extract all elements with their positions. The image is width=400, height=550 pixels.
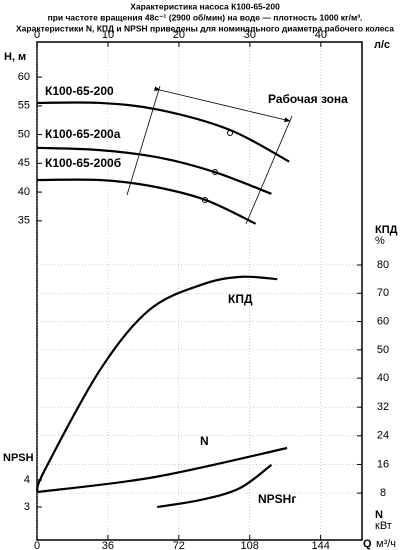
- x2-tick-label: 0: [34, 29, 40, 41]
- x2-tick-label: 30: [244, 29, 256, 41]
- x-axis-unit: м³/ч: [376, 538, 396, 550]
- curve-label: N: [200, 434, 209, 448]
- y-tick-label: 24: [377, 430, 389, 442]
- y-tick-label: 60: [377, 315, 389, 327]
- curve: [36, 178, 257, 225]
- curve-label: К100-65-200: [45, 84, 114, 98]
- y-axis-unit: %: [375, 235, 385, 247]
- y-tick-label: 8: [380, 487, 386, 499]
- work-zone-right: [245, 115, 293, 225]
- y-tick-label: 70: [377, 287, 389, 299]
- y-tick-label: 16: [377, 458, 389, 470]
- work-zone-arrow: [153, 86, 291, 123]
- curve: [36, 101, 290, 163]
- curve-label: К100-65-200б: [45, 156, 121, 170]
- y-axis-label: NPSH: [3, 452, 34, 464]
- y-tick-label: 50: [18, 128, 30, 140]
- x-axis-label: Q: [363, 538, 372, 550]
- x2-tick-label: 20: [173, 29, 185, 41]
- y-tick-label: 40: [377, 372, 389, 384]
- work-zone-left: [126, 85, 161, 196]
- x2-tick-label: 10: [102, 29, 114, 41]
- curve: [35, 275, 278, 492]
- x-tick-label: 0: [34, 540, 40, 550]
- y-axis-label: КПД: [375, 224, 398, 236]
- work-zone-label: Рабочая зона: [268, 92, 348, 106]
- x2-axis-label: л/с: [374, 39, 390, 51]
- y-axis-label: N: [375, 509, 383, 521]
- y-tick-label: 35: [18, 215, 30, 227]
- curve-label: К100-65-200а: [45, 127, 121, 141]
- y-tick-label: 50: [377, 344, 389, 356]
- y-tick-label: 4: [24, 474, 30, 486]
- y-tick-label: 32: [377, 401, 389, 413]
- x-tick-label: 36: [102, 540, 114, 550]
- x-tick-label: 108: [241, 540, 259, 550]
- chart-note: Характеристики N, КПД и NPSH приведены д…: [16, 23, 394, 33]
- y-axis-label: H, м: [4, 51, 26, 63]
- y-tick-label: 45: [18, 157, 30, 169]
- y-tick-label: 60: [18, 71, 30, 83]
- chart-title: Характеристика насоса К100-65-200: [130, 1, 280, 11]
- y-tick-label: 3: [24, 501, 30, 513]
- x-tick-label: 144: [311, 540, 329, 550]
- plot-frame: [36, 41, 363, 541]
- x-tick-label: 72: [173, 540, 185, 550]
- y-tick-label: 80: [377, 259, 389, 271]
- y-tick-label: 40: [18, 186, 30, 198]
- curve: [156, 463, 273, 509]
- y-axis-unit: кВт: [375, 520, 392, 532]
- curve-label: NPSHг: [258, 492, 296, 506]
- curve: [36, 446, 288, 494]
- curve: [36, 146, 272, 195]
- chart-subtitle: при частоте вращения 48с⁻¹ (2900 об/мин)…: [48, 12, 363, 22]
- x2-tick-label: 40: [315, 29, 327, 41]
- y-tick-label: 55: [18, 100, 30, 112]
- curve-label: КПД: [228, 292, 253, 306]
